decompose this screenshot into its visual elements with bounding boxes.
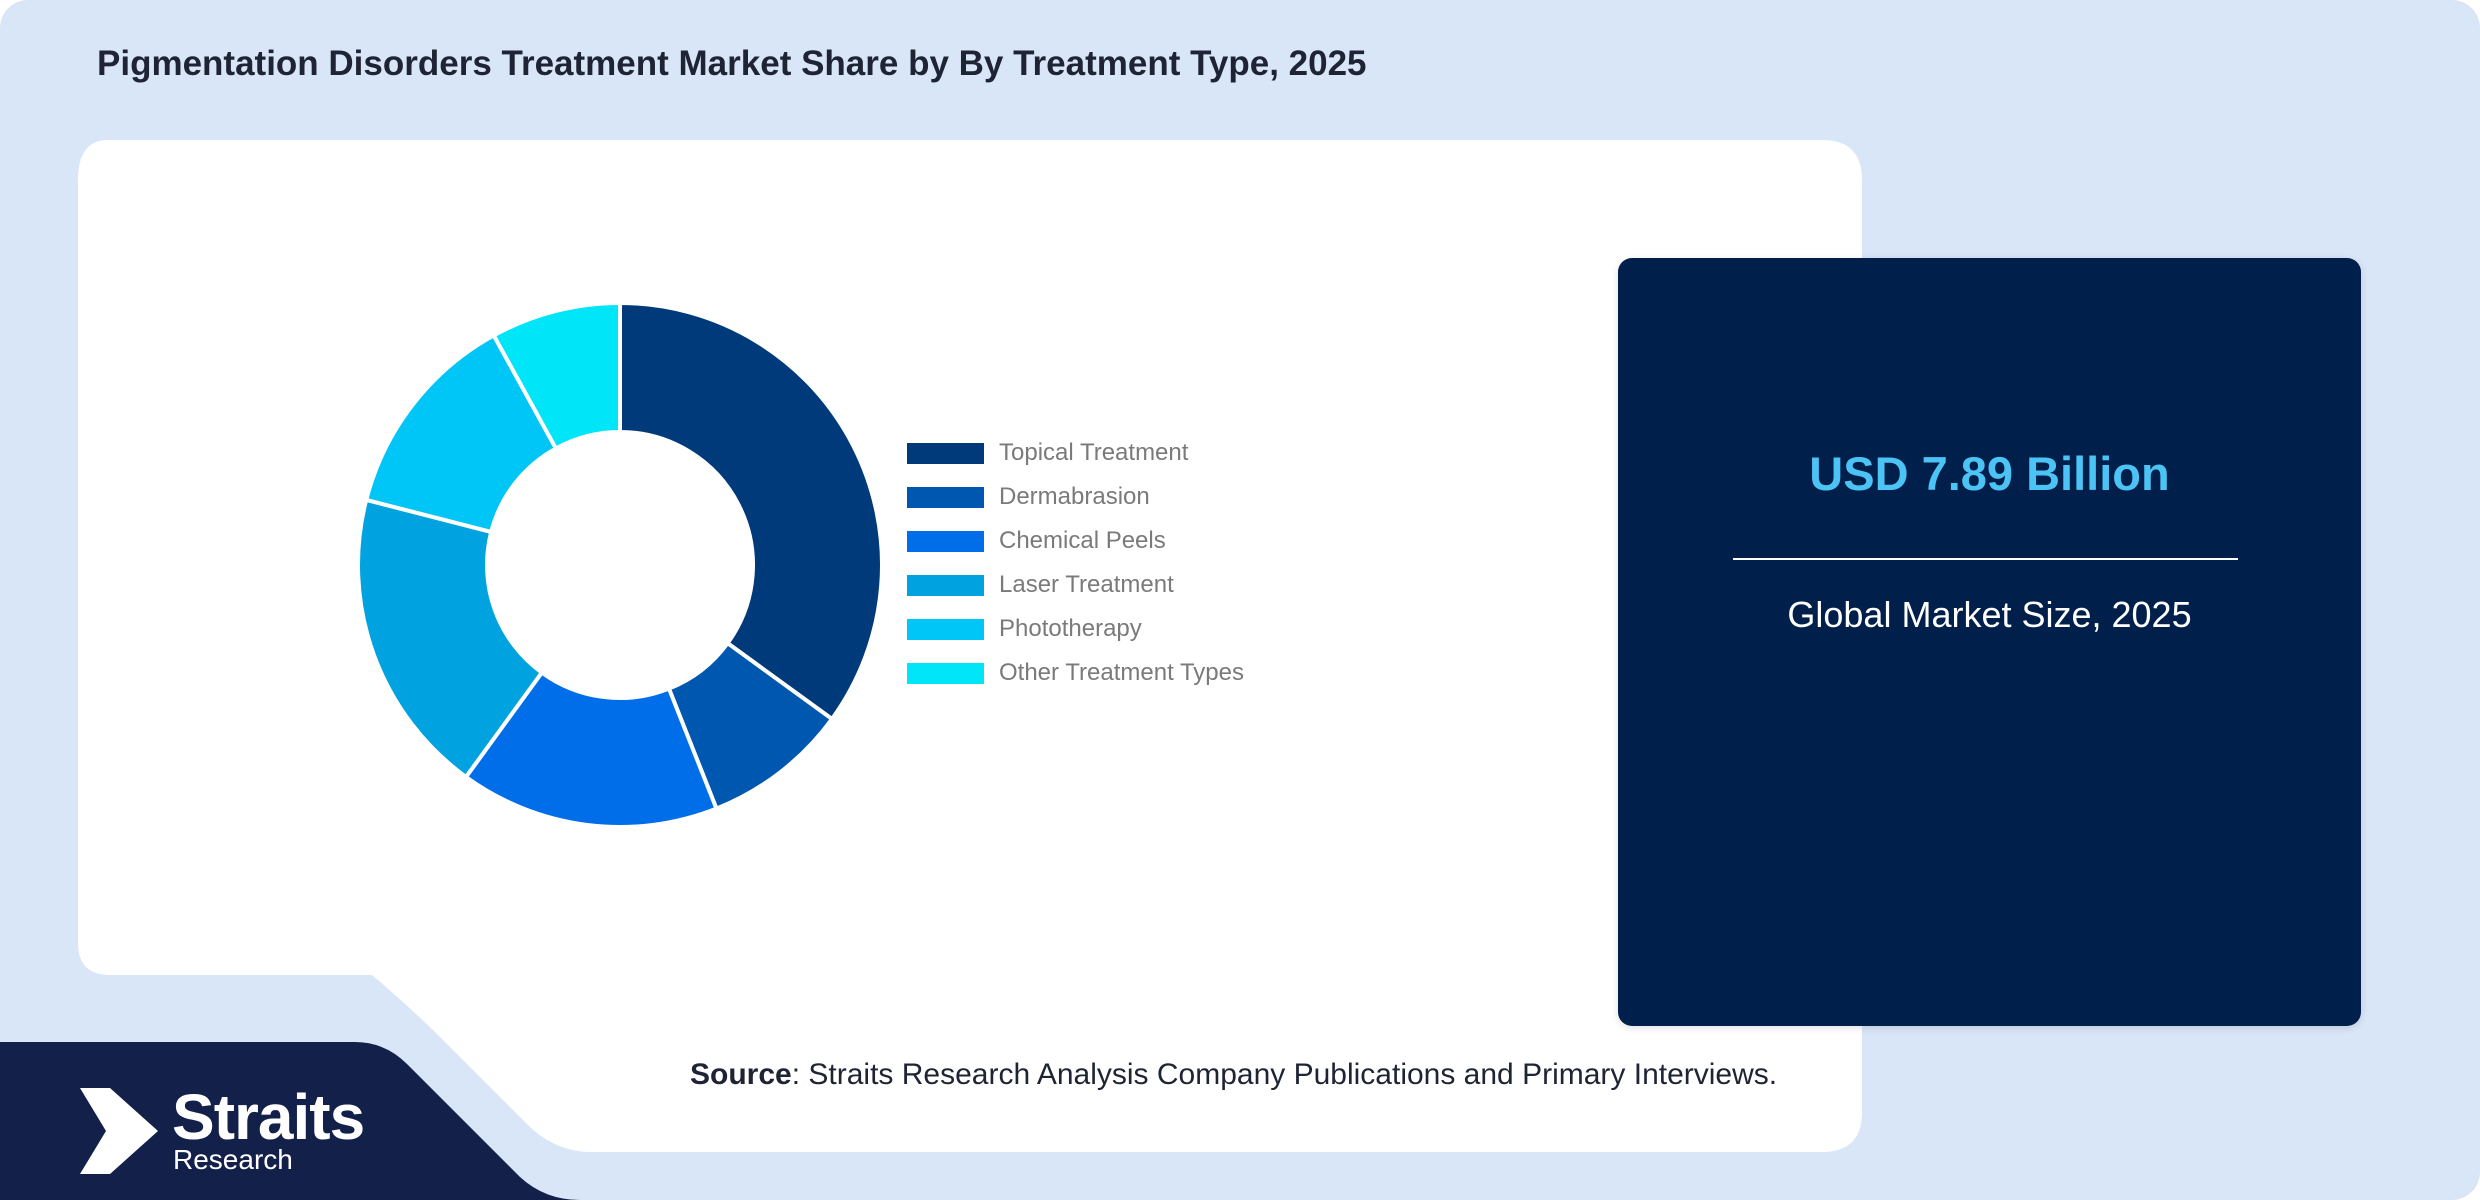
legend-item: Laser Treatment [907, 563, 1244, 607]
legend-swatch [907, 486, 984, 508]
market-size-label: Global Market Size, 2025 [1787, 594, 2192, 635]
legend-swatch [907, 442, 984, 464]
market-size-card: USD 7.89 Billion Global Market Size, 202… [1618, 258, 2361, 1026]
donut-slice-topical-treatment [618, 300, 884, 722]
legend-label: Dermabrasion [999, 483, 1150, 510]
donut-slice-chemical-peels [463, 669, 720, 829]
legend-item: Topical Treatment [907, 431, 1244, 475]
logo-band [0, 1042, 2480, 1200]
donut-slice-other-treatment-types [491, 300, 622, 452]
legend-item: Chemical Peels [907, 519, 1244, 563]
donut-chart [356, 300, 884, 829]
market-size-value: USD 7.89 Billion [1809, 447, 2170, 500]
donut-slice-laser-treatment [356, 497, 545, 780]
legend-swatch [907, 662, 984, 684]
legend-label: Chemical Peels [999, 527, 1166, 554]
legend-item: Dermabrasion [907, 475, 1244, 519]
legend-item: Other Treatment Types [907, 651, 1244, 695]
source-note: Source: Straits Research Analysis Compan… [690, 1058, 1777, 1092]
legend-label: Topical Treatment [999, 439, 1189, 466]
legend-swatch [907, 530, 984, 552]
source-label: Source [690, 1058, 792, 1091]
legend-swatch [907, 574, 984, 596]
legend-label: Laser Treatment [999, 571, 1174, 598]
legend-label: Phototherapy [999, 615, 1142, 642]
source-text: : Straits Research Analysis Company Publ… [791, 1058, 1778, 1091]
market-divider [1733, 558, 2238, 560]
logo-subtitle: Research [173, 1144, 293, 1175]
legend-item: Phototherapy [907, 607, 1244, 651]
straits-logo: Straits Research [80, 1082, 400, 1182]
legend-label: Other Treatment Types [999, 659, 1245, 686]
logo-arrow-icon [80, 1088, 158, 1174]
logo-wordmark: Straits [172, 1081, 365, 1153]
page-title: Pigmentation Disorders Treatment Market … [97, 44, 1367, 83]
legend-swatch [907, 618, 984, 640]
chart-legend: Topical Treatment Dermabrasion Chemical Pe… [907, 431, 1244, 695]
